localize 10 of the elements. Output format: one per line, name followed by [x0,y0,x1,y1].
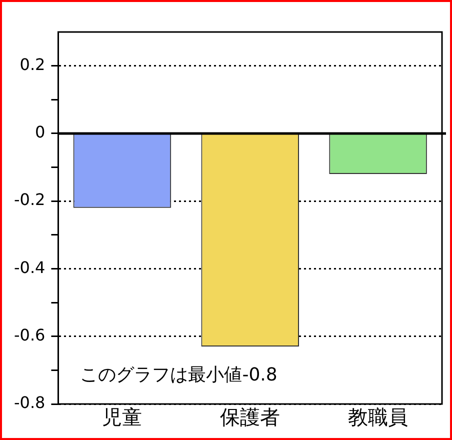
x-tick-label: 教職員 [348,405,408,430]
y-tick-label: -0.4 [14,258,46,277]
annotation: このグラフは最小値-0.8 [80,364,278,386]
y-tick-label: -0.2 [14,190,46,210]
x-tick-label: 保護者 [220,405,280,430]
y-tick-label: 0.2 [20,54,46,74]
y-tick-label: -0.8 [14,393,46,412]
y-tick-label: -0.6 [14,326,46,345]
x-tick-label: 児童 [102,405,142,430]
y-tick-label: 0 [35,122,46,142]
